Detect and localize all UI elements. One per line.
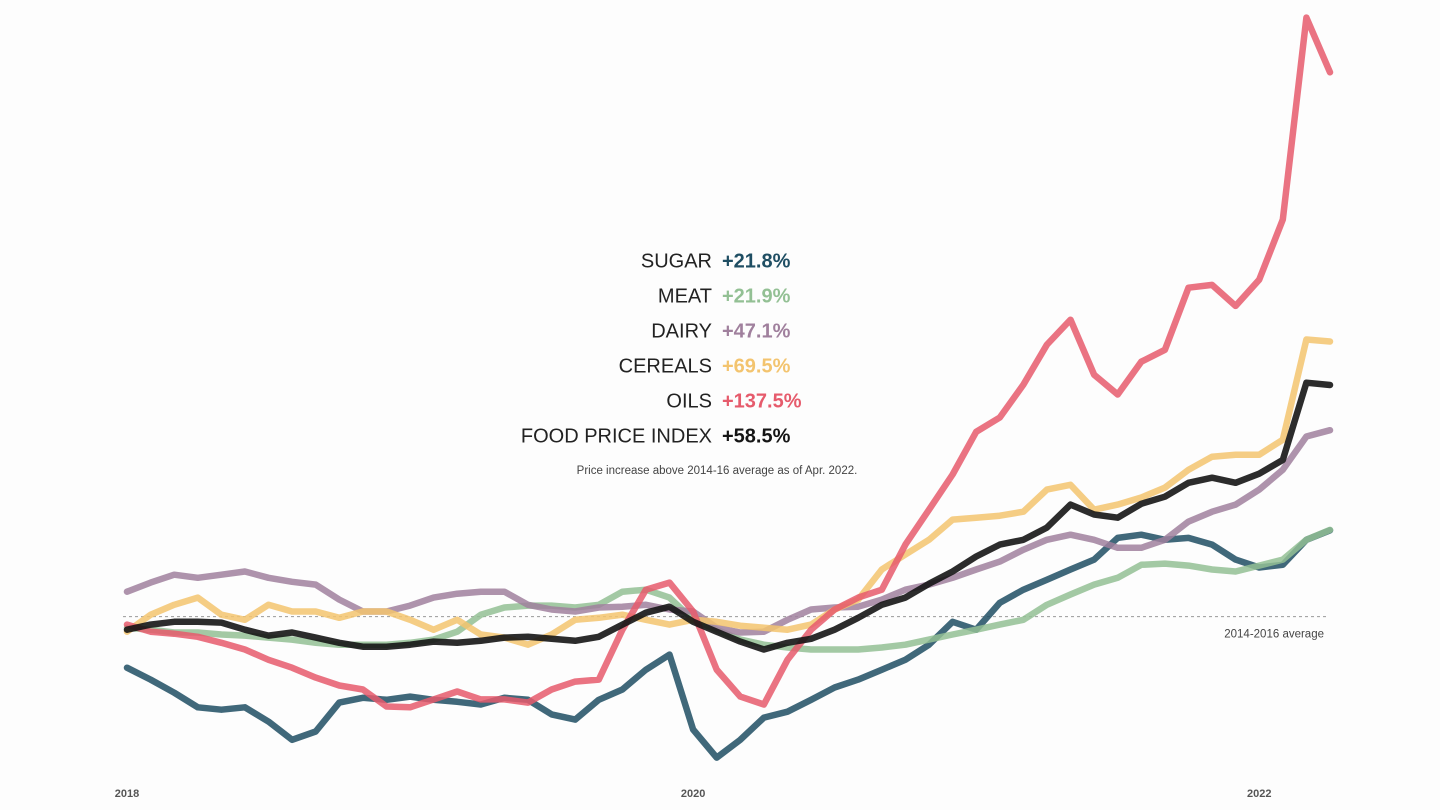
legend-name: FOOD PRICE INDEX [521,425,712,447]
legend-value: +69.5% [722,355,791,377]
series-line [123,14,1334,711]
chart-subtitle: Price increase above 2014-16 average as … [577,465,858,477]
series-line [123,527,1334,761]
legend-value: +58.5% [722,425,791,447]
series-line [123,426,1334,636]
legend-value: +21.9% [722,285,791,307]
legend-name: DAIRY [651,320,712,342]
legend-value: +47.1% [722,320,791,342]
x-tick-label: 2022 [1247,788,1271,800]
legend-name: SUGAR [641,250,712,272]
x-tick-label: 2018 [115,788,139,800]
baseline-label: 2014-2016 average [1224,629,1324,641]
legend-name: CEREALS [619,355,712,377]
x-tick-label: 2020 [681,788,705,800]
legend-name: MEAT [658,285,712,307]
legend-value: +137.5% [722,390,802,412]
series-line [123,379,1334,653]
legend-value: +21.8% [722,250,791,272]
legend-name: OILS [666,390,712,412]
series-line [123,336,1334,648]
